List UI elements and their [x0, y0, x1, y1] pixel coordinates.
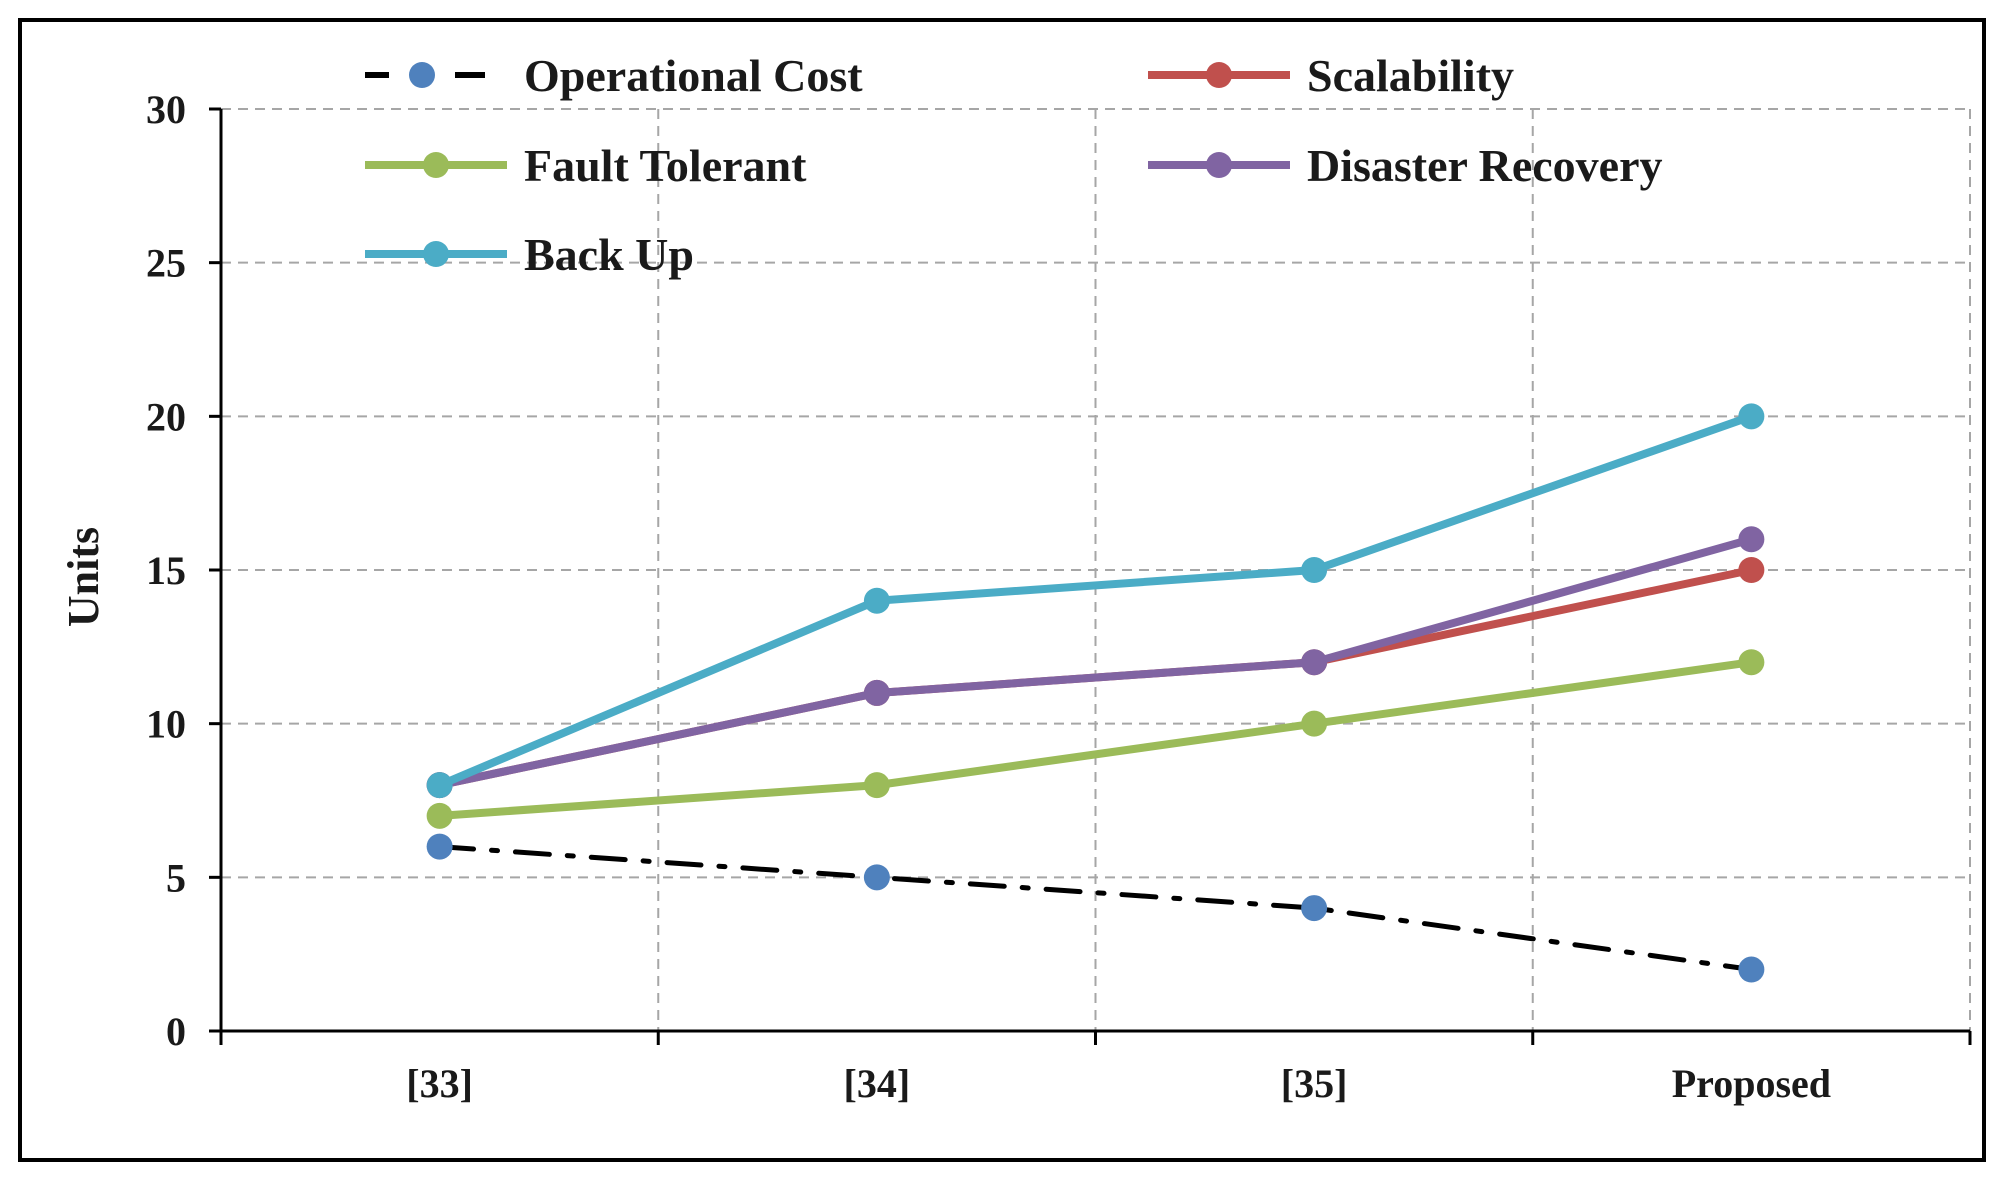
data-point: [863, 679, 890, 706]
series-back-up: [426, 403, 1765, 799]
data-point: [1301, 557, 1328, 583]
y-tick-label: 20: [146, 394, 186, 439]
data-point: [426, 772, 453, 799]
legend-item: Disaster Recovery: [1148, 140, 1663, 191]
legend-marker: [409, 62, 435, 88]
data-point: [426, 833, 453, 860]
legend-label: Back Up: [524, 229, 694, 280]
series-line: [437, 844, 1754, 973]
data-point: [426, 802, 453, 829]
data-point: [1738, 557, 1765, 583]
grid-lines: [221, 108, 1971, 1031]
series-line: [435, 535, 1756, 790]
data-point: [1301, 710, 1328, 737]
legend-label: Disaster Recovery: [1307, 140, 1663, 191]
legend-item: Operational Cost: [365, 50, 863, 101]
legend-item: Scalability: [1148, 50, 1514, 101]
legend-label: Scalability: [1307, 50, 1514, 101]
legend-marker: [1206, 152, 1232, 178]
series-operational-cost: [426, 833, 1765, 983]
legend-marker: [423, 152, 449, 178]
x-tick-label: Proposed: [1672, 1061, 1831, 1106]
data-point: [863, 772, 890, 799]
y-tick-label: 10: [146, 702, 186, 747]
y-tick-label: 30: [146, 87, 186, 132]
legend-marker: [423, 241, 449, 267]
y-tick-label: 15: [146, 548, 186, 593]
data-point: [863, 864, 890, 891]
legend-label: Fault Tolerant: [524, 140, 807, 191]
series-fault-tolerant: [426, 649, 1765, 829]
y-tick-label: 25: [146, 241, 186, 286]
series-lines: [426, 403, 1765, 983]
legend: Operational Cost Scalability Fault Toleran…: [365, 50, 1663, 280]
data-point: [1738, 526, 1765, 553]
x-tick-label: [33]: [406, 1061, 473, 1106]
data-point: [1738, 956, 1765, 983]
x-tick-labels: [33] [34] [35] Proposed: [406, 1061, 1831, 1106]
y-tick-label: 5: [166, 855, 186, 900]
data-point: [1738, 649, 1765, 676]
y-axis-label: Units: [59, 527, 108, 627]
legend-marker: [1206, 62, 1232, 88]
axes: [209, 107, 1972, 1045]
data-point: [1301, 649, 1328, 676]
series-line: [435, 412, 1756, 790]
x-tick-label: [35]: [1281, 1061, 1348, 1106]
y-tick-label: 0: [166, 1009, 186, 1054]
x-tick-label: [34]: [844, 1061, 911, 1106]
legend-label: Operational Cost: [524, 50, 863, 101]
data-point: [863, 587, 890, 614]
legend-item: Back Up: [365, 229, 694, 280]
data-point: [1301, 895, 1328, 922]
legend-item: Fault Tolerant: [365, 140, 807, 191]
series-line: [435, 658, 1756, 820]
data-point: [1738, 403, 1765, 430]
y-tick-labels: 0 5 10 15 20 25 30: [146, 87, 186, 1054]
